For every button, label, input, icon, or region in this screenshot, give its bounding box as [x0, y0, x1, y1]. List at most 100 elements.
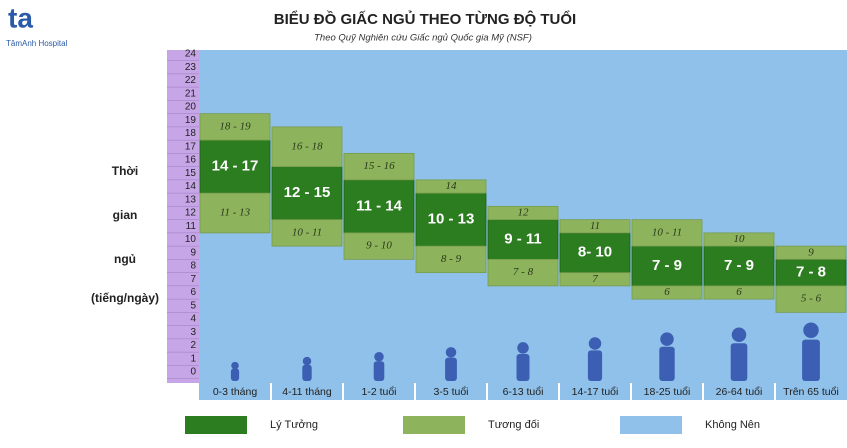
y-tick-label: 13 — [185, 194, 197, 205]
y-tick-label: 8 — [190, 261, 196, 272]
y-tick-label: 19 — [185, 115, 197, 126]
y-tick-label: 6 — [190, 287, 196, 298]
y-tick-label: 24 — [185, 49, 197, 60]
acceptable-range-bar — [415, 245, 487, 274]
legend-label: Lý Tưởng — [270, 419, 318, 431]
x-tick-label: 0-3 tháng — [213, 386, 258, 398]
legend-swatch — [403, 416, 465, 434]
data-label: 14 - 17 — [212, 158, 259, 175]
silhouette-body — [802, 339, 820, 381]
y-axis-label: Thời — [112, 164, 139, 178]
y-tick-label: 20 — [185, 102, 197, 113]
ideal-range-bar — [631, 245, 703, 287]
y-axis-label: gian — [113, 208, 138, 222]
data-label: 7 - 8 — [796, 264, 826, 281]
y-tick-label: 21 — [185, 88, 197, 99]
acceptable-range-bar — [343, 232, 415, 260]
ideal-range-bar — [559, 232, 631, 274]
acceptable-range-bar — [703, 285, 775, 300]
acceptable-range-bar — [775, 285, 847, 313]
data-label: 18 - 19 — [219, 120, 251, 132]
data-label: 11 - 13 — [220, 207, 251, 219]
silhouette-body — [730, 343, 748, 381]
legend-swatch — [620, 416, 682, 434]
acceptable-range-bar — [559, 272, 631, 287]
data-label: 11 — [590, 220, 600, 232]
y-tick-label: 1 — [190, 353, 196, 364]
data-label: 10 - 11 — [292, 226, 322, 238]
logo-text: TâmAnh Hospital — [6, 39, 68, 48]
silhouette-body — [587, 350, 603, 381]
y-tick-label: 14 — [185, 181, 197, 192]
data-label: 8- 10 — [578, 244, 612, 261]
data-label: 5 - 6 — [801, 293, 822, 305]
x-tick-label: 4-11 tháng — [282, 386, 332, 398]
ideal-range-bar — [199, 139, 271, 194]
silhouette-head — [517, 342, 529, 354]
chart-subtitle: Theo Quỹ Nghiên cứu Giấc ngủ Quốc gia Mỹ… — [314, 33, 532, 44]
data-label: 7 - 8 — [513, 266, 534, 278]
legend-label: Tương đối — [488, 419, 539, 431]
data-label: 7 - 9 — [724, 257, 754, 274]
chart-title: BIỂU ĐỒ GIẤC NGỦ THEO TỪNG ĐỘ TUỔI — [274, 10, 576, 28]
data-label: 6 — [664, 286, 670, 298]
data-label: 9 - 11 — [504, 230, 542, 247]
data-label: 7 — [592, 273, 598, 285]
data-label: 15 - 16 — [363, 160, 395, 172]
data-label: 10 - 11 — [652, 226, 682, 238]
y-tick-label: 0 — [190, 367, 196, 378]
ideal-range-bar — [271, 166, 343, 221]
x-tick-label: Trên 65 tuổi — [783, 386, 839, 398]
y-axis-band — [167, 50, 199, 383]
y-axis-label: ngủ — [114, 252, 136, 266]
acceptable-range-bar — [343, 152, 415, 181]
data-label: 9 - 10 — [366, 240, 392, 252]
y-tick-label: 5 — [190, 300, 196, 311]
data-label: 6 — [736, 286, 742, 298]
data-label: 9 — [808, 246, 814, 258]
data-label: 11 - 14 — [356, 197, 403, 214]
silhouettes — [230, 322, 820, 381]
silhouette-body — [230, 368, 240, 381]
acceptable-range-bar — [271, 126, 343, 168]
data-label: 14 — [446, 180, 458, 192]
ideal-range-bar — [415, 192, 487, 247]
acceptable-range-bar — [487, 258, 559, 287]
y-tick-label: 18 — [185, 128, 197, 139]
silhouette-head — [231, 361, 239, 370]
data-label: 12 - 15 — [284, 184, 331, 201]
ideal-range-bar — [703, 245, 775, 287]
silhouette-head — [731, 327, 747, 342]
y-tick-label: 4 — [190, 314, 196, 325]
silhouette-body — [516, 354, 530, 381]
y-tick-label: 2 — [190, 340, 196, 351]
ideal-range-bar — [775, 258, 847, 287]
data-label: 12 — [518, 207, 530, 219]
data-label: 10 - 13 — [428, 211, 475, 228]
y-tick-label: 22 — [185, 75, 197, 86]
legend-label: Không Nên — [705, 419, 760, 431]
data-label: 8 - 9 — [441, 253, 462, 265]
silhouette-head — [588, 337, 602, 350]
y-tick-label: 15 — [185, 168, 197, 179]
silhouette-body — [445, 357, 457, 381]
ideal-range-bar — [343, 179, 415, 234]
acceptable-range-bar — [415, 179, 487, 194]
y-tick-label: 3 — [190, 327, 196, 338]
data-label: 7 - 9 — [652, 257, 682, 274]
acceptable-range-bar — [775, 245, 847, 260]
silhouette-body — [302, 364, 312, 381]
x-tick-label: 6-13 tuổi — [503, 386, 544, 398]
x-tick-label: 18-25 tuổi — [644, 386, 691, 398]
acceptable-range-bar — [631, 285, 703, 300]
data-label: 10 — [734, 233, 746, 245]
silhouette-head — [803, 322, 819, 339]
silhouette-body — [373, 361, 385, 381]
y-tick-label: 23 — [185, 62, 197, 73]
x-tick-label: 3-5 tuổi — [433, 386, 468, 398]
y-tick-label: 17 — [185, 141, 197, 152]
data-label: 16 - 18 — [291, 140, 323, 152]
ideal-range-bar — [487, 219, 559, 260]
silhouette-head — [445, 347, 457, 358]
